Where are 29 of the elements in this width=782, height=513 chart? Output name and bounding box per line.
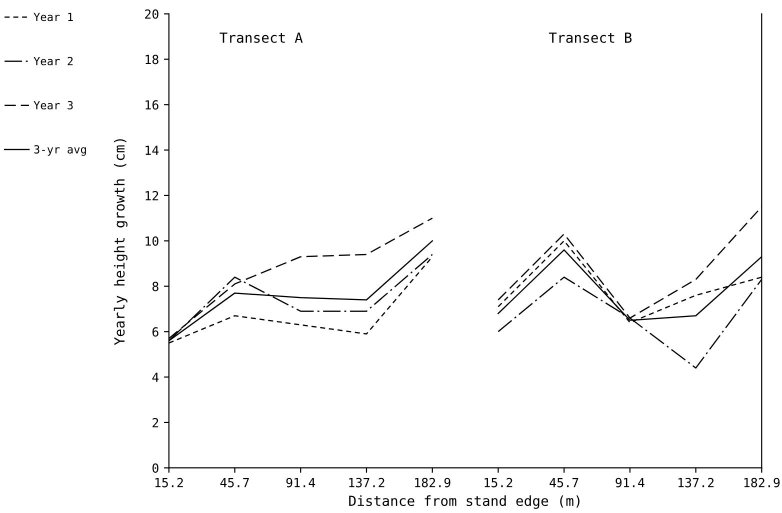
y-tick-label: 6: [152, 327, 158, 337]
y-tick-label: 18: [146, 54, 158, 64]
y-tick-label: 20: [145, 9, 158, 19]
legend-label: Year 1: [34, 12, 73, 22]
y-tick-label: 8: [152, 282, 158, 292]
y-tick-label: 4: [152, 372, 159, 382]
x-tick-label: 15.2: [484, 478, 512, 488]
legend-label: Year 2: [34, 56, 73, 66]
y-tick-label: 12: [146, 190, 158, 200]
x-tick-label: 15.2: [155, 478, 183, 488]
annotation: Transect A: [220, 32, 303, 43]
annotation: Transect B: [548, 32, 632, 43]
y-tick-label: 2: [152, 418, 158, 428]
y-tick-label: 0: [152, 463, 158, 473]
x-axis-title: Distance from stand edge (m): [349, 495, 580, 509]
x-tick-label: 45.7: [220, 478, 249, 488]
x-tick-label: 137.2: [678, 478, 714, 488]
x-tick-label: 91.4: [286, 478, 316, 488]
y-tick-label: 14: [146, 146, 159, 155]
legend-label: Year 3: [34, 101, 73, 110]
x-tick-label: 182.9: [744, 478, 780, 488]
y-tick-label: 10: [146, 236, 158, 246]
x-tick-label: 91.4: [616, 478, 644, 488]
y-axis-title: Yearly height growth (cm): [114, 139, 128, 346]
x-tick-label: 182.9: [415, 478, 450, 488]
legend-label: 3-yr avg: [34, 145, 86, 156]
x-tick-label: 137.2: [349, 478, 384, 488]
x-tick-label: 45.7: [550, 478, 578, 488]
y-tick-label: 16: [146, 100, 158, 110]
